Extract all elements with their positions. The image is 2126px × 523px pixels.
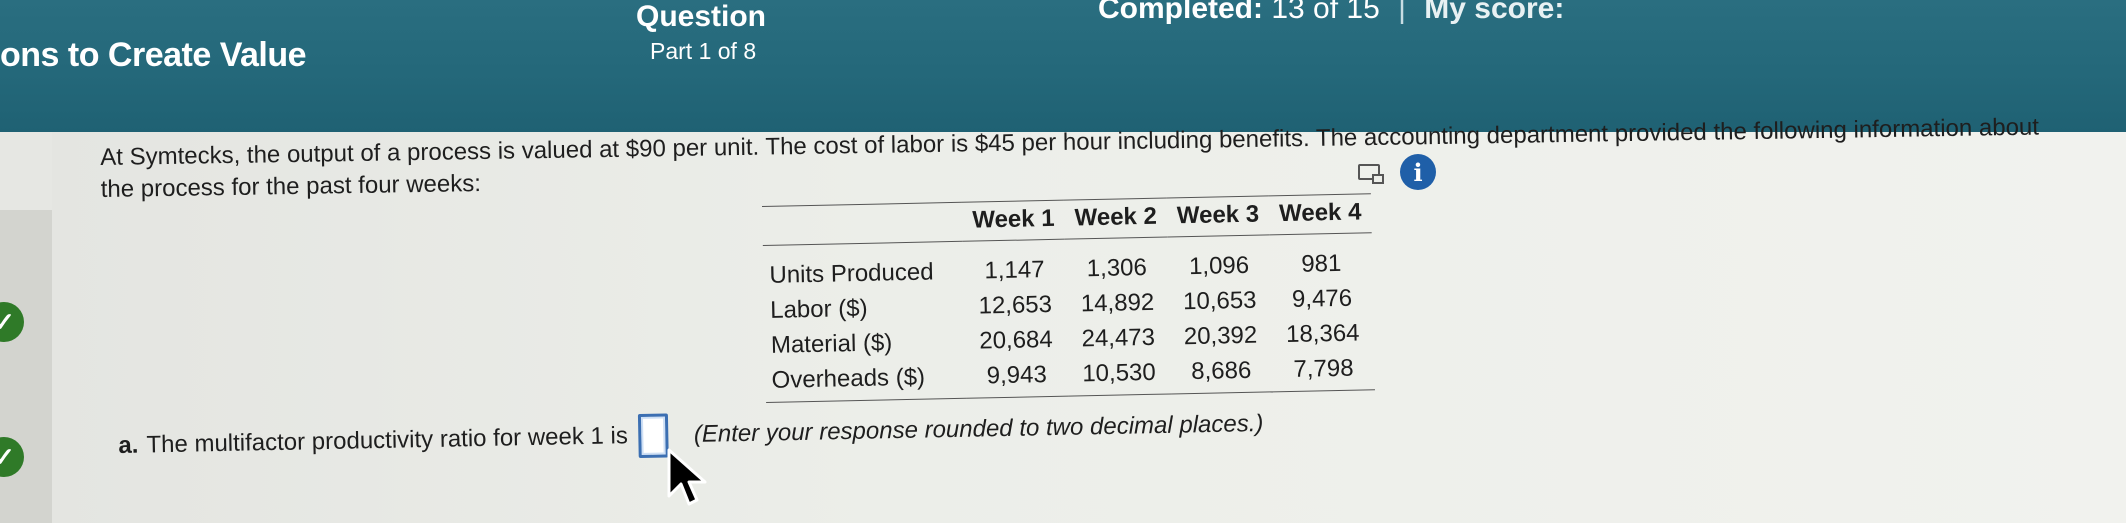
status-divider: | bbox=[1398, 0, 1406, 25]
question-content-panel bbox=[52, 132, 2126, 523]
part-a-prompt: The multifactor productivity ratio for w… bbox=[146, 422, 629, 459]
table-cell: 9,476 bbox=[1291, 284, 1353, 313]
part-indicator: Part 1 of 8 bbox=[650, 38, 757, 64]
table-header-cell: Week 2 bbox=[1064, 198, 1168, 240]
row-label: Labor ($) bbox=[769, 294, 868, 324]
row-label: Units Produced bbox=[769, 257, 934, 289]
table-header-cell: Week 4 bbox=[1268, 193, 1372, 235]
table-cell: 12,653 bbox=[978, 290, 1053, 319]
process-data-table: Week 1 Week 2 Week 3 Week 4 Units Produc… bbox=[762, 193, 1376, 403]
info-icon[interactable]: i bbox=[1400, 154, 1436, 190]
table-cell: 7,798 bbox=[1272, 350, 1376, 392]
table-cell: 10,530 bbox=[1067, 354, 1171, 397]
part-a-label: a. bbox=[118, 431, 139, 459]
table-cell: 20,392 bbox=[1183, 321, 1258, 350]
table-cell: 10,653 bbox=[1182, 286, 1257, 315]
table-cell: 981 bbox=[1300, 249, 1342, 278]
table-view-icon[interactable] bbox=[1358, 164, 1384, 184]
question-toolbar: i bbox=[1358, 154, 1436, 190]
mouse-pointer-icon bbox=[667, 448, 707, 506]
table-cell: 1,096 bbox=[1188, 251, 1250, 280]
rounding-hint: (Enter your response rounded to two deci… bbox=[693, 410, 1264, 448]
table-cell: 24,473 bbox=[1081, 323, 1156, 352]
table-cell: 1,306 bbox=[1086, 253, 1148, 282]
question-label: Question bbox=[636, 0, 767, 33]
chapter-title: ons to Create Value bbox=[0, 36, 307, 74]
table-cell: 20,684 bbox=[979, 325, 1053, 354]
completion-status: Completed: 13 of 15 | My score: bbox=[1098, 0, 1564, 26]
table-cell: 18,364 bbox=[1285, 319, 1360, 348]
productivity-answer-input[interactable] bbox=[637, 413, 669, 459]
table-header-cell bbox=[762, 202, 963, 246]
row-label: Overheads ($) bbox=[765, 358, 967, 403]
table-cell: 1,147 bbox=[984, 255, 1045, 284]
score-label: My score: bbox=[1424, 0, 1565, 25]
question-nav-current[interactable] bbox=[0, 132, 52, 210]
table-header-cell: Week 3 bbox=[1166, 195, 1270, 238]
table-cell: 9,943 bbox=[965, 356, 1069, 399]
table-cell: 8,686 bbox=[1169, 352, 1273, 394]
table-header-cell: Week 1 bbox=[961, 200, 1066, 242]
completed-count: 13 of 15 bbox=[1271, 0, 1380, 25]
assignment-header: ons to Create Value Question Part 1 of 8… bbox=[0, 0, 2126, 132]
table-cell: 14,892 bbox=[1080, 288, 1155, 317]
row-label: Material ($) bbox=[770, 328, 893, 359]
completed-label: Completed: bbox=[1098, 0, 1263, 25]
